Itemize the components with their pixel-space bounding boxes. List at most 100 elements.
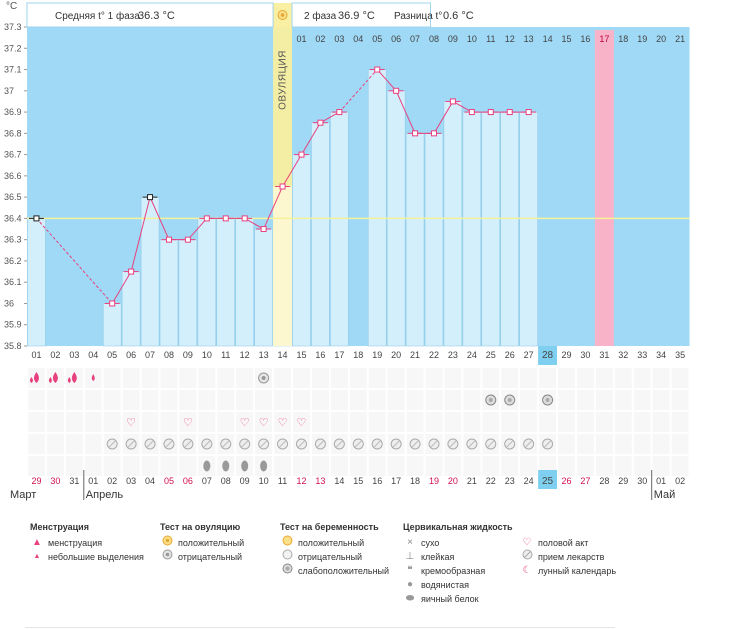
- mark-cell: [519, 411, 539, 433]
- temp-bar: [405, 133, 425, 347]
- pregnancy-weak-icon: [280, 563, 294, 579]
- calendar-date-label: 14: [334, 476, 344, 486]
- mark-cell: [500, 411, 520, 433]
- temp-line-segment: [149, 196, 170, 240]
- mark-cell: [235, 389, 255, 411]
- calendar-date-label: 28: [599, 476, 609, 486]
- temp-point: [317, 119, 324, 126]
- top-day-label: 17: [599, 34, 609, 44]
- mark-cell: [367, 389, 387, 411]
- calendar-date-label: 07: [202, 476, 212, 486]
- pill-icon-line: [487, 440, 495, 448]
- top-day-label: 21: [675, 34, 685, 44]
- mark-cell: [159, 411, 179, 433]
- temp-point: [430, 130, 437, 137]
- mark-cell: [292, 389, 311, 411]
- temp-bar: [102, 303, 122, 347]
- cycle-day-label: 16: [315, 350, 325, 360]
- mark-cell: [386, 389, 406, 411]
- cycle-day-label: 25: [486, 350, 496, 360]
- phase2-value: 36.9 °C: [338, 10, 375, 22]
- egg-white-icon: [222, 460, 230, 472]
- mark-cell: [64, 433, 84, 455]
- phase2-box: [291, 2, 432, 28]
- heart-icon: ♡: [126, 416, 136, 429]
- cycle-day-label: 15: [296, 350, 306, 360]
- temp-point: [506, 109, 513, 116]
- cycle-day-label: 04: [88, 350, 98, 360]
- temp-point: [33, 215, 40, 222]
- temp-point: [128, 268, 135, 275]
- legend-other: . ♡половой акт прием лекарств ☾лунный ка…: [520, 522, 616, 578]
- mark-cell: [651, 433, 671, 455]
- mark-cell: [235, 411, 255, 433]
- month-label: Май: [654, 489, 676, 501]
- phase1-box: [26, 2, 274, 28]
- mark-cell: [500, 367, 520, 389]
- mark-cell: [538, 367, 558, 389]
- mark-cell: [613, 455, 633, 477]
- top-day-label: 03: [334, 34, 344, 44]
- mark-cell: [481, 367, 501, 389]
- mark-cell: [329, 367, 349, 389]
- cycle-day-label: 14: [278, 350, 288, 360]
- pill-icon-line: [506, 440, 514, 448]
- mark-cell: [670, 455, 690, 477]
- mark-cell: [178, 367, 198, 389]
- calendar-date-label: 26: [561, 476, 571, 486]
- legend-item: положительный: [178, 538, 245, 548]
- temp-point: [279, 183, 286, 190]
- temp-point: [525, 109, 532, 116]
- mark-cell: [443, 455, 463, 477]
- legend-item: кремообразная: [421, 566, 486, 576]
- mark-cell: [140, 389, 160, 411]
- temp-bar: [292, 154, 311, 347]
- mark-cell: [575, 367, 595, 389]
- mark-cell: [273, 367, 293, 389]
- temp-line-segment: [187, 218, 208, 240]
- pill-icon-line: [260, 440, 267, 448]
- legend-item: сухо: [421, 538, 440, 548]
- mark-cell: [651, 455, 671, 477]
- mark-cell: [557, 455, 576, 477]
- mark-cell: [273, 455, 293, 477]
- temp-line-segment: [452, 100, 473, 113]
- mark-cell: [216, 367, 236, 389]
- temp-line-segment: [130, 197, 151, 272]
- mark-cell: [424, 389, 444, 411]
- heart-icon: ♡: [183, 416, 193, 429]
- calendar-date-label: 18: [410, 476, 420, 486]
- egg-white-icon: [203, 460, 211, 472]
- cycle-day-label: 03: [69, 350, 79, 360]
- mark-cell: [443, 367, 463, 389]
- temp-point: [468, 109, 475, 116]
- mark-cell: [27, 433, 46, 455]
- mark-cell: [443, 389, 463, 411]
- mark-cell: [386, 367, 406, 389]
- cycle-day-label: 29: [561, 350, 571, 360]
- cycle-day-label: 24: [467, 350, 477, 360]
- dry-icon: ×: [407, 537, 413, 548]
- temp-line-segment: [263, 186, 284, 230]
- cycle-day-label: 35: [675, 350, 685, 360]
- mark-cell: [254, 411, 274, 433]
- calendar-date-label: 22: [486, 476, 496, 486]
- legend-ovulation-test-title: Тест на овуляцию: [160, 522, 241, 532]
- cycle-day-label: 34: [656, 350, 666, 360]
- mark-cell: [575, 411, 595, 433]
- mark-cell: [27, 455, 46, 477]
- calendar-date-label: 29: [618, 476, 628, 486]
- temp-bar: [311, 122, 330, 347]
- moon-icon: ☾: [522, 565, 532, 576]
- top-day-label: 18: [618, 34, 628, 44]
- temp-point: [147, 194, 154, 201]
- cycle-day-label: 33: [637, 350, 647, 360]
- mark-cell: [424, 411, 444, 433]
- calendar-date-label: 10: [259, 476, 269, 486]
- cycle-day-label: 02: [50, 350, 60, 360]
- mark-cell: [329, 455, 349, 477]
- temp-point: [449, 98, 456, 105]
- mark-cell: [310, 411, 330, 433]
- temp-bar: [178, 239, 198, 347]
- calendar-date-label: 31: [69, 476, 79, 486]
